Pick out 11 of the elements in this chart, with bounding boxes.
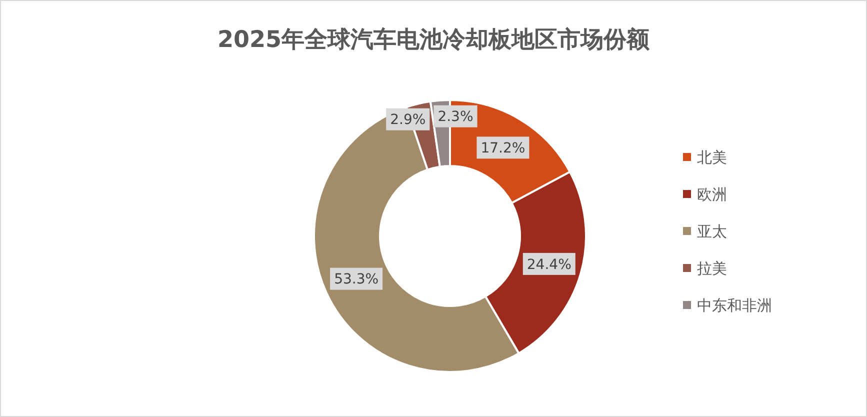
data-label: 2.3% (438, 109, 474, 126)
data-label: 24.4% (526, 256, 572, 273)
legend-label: 亚太 (697, 222, 727, 240)
data-label: 53.3% (334, 272, 379, 288)
legend-label: 拉美 (697, 259, 727, 278)
data-label: 17.2% (480, 140, 526, 157)
legend-label: 欧洲 (697, 185, 727, 204)
data-label: 2.9% (390, 112, 426, 128)
legend-label: 北美 (697, 148, 727, 166)
chart-title: 2025年全球汽车电池冷却板地区市场份额 (217, 26, 651, 53)
legend-label: 中东和非洲 (697, 296, 772, 314)
